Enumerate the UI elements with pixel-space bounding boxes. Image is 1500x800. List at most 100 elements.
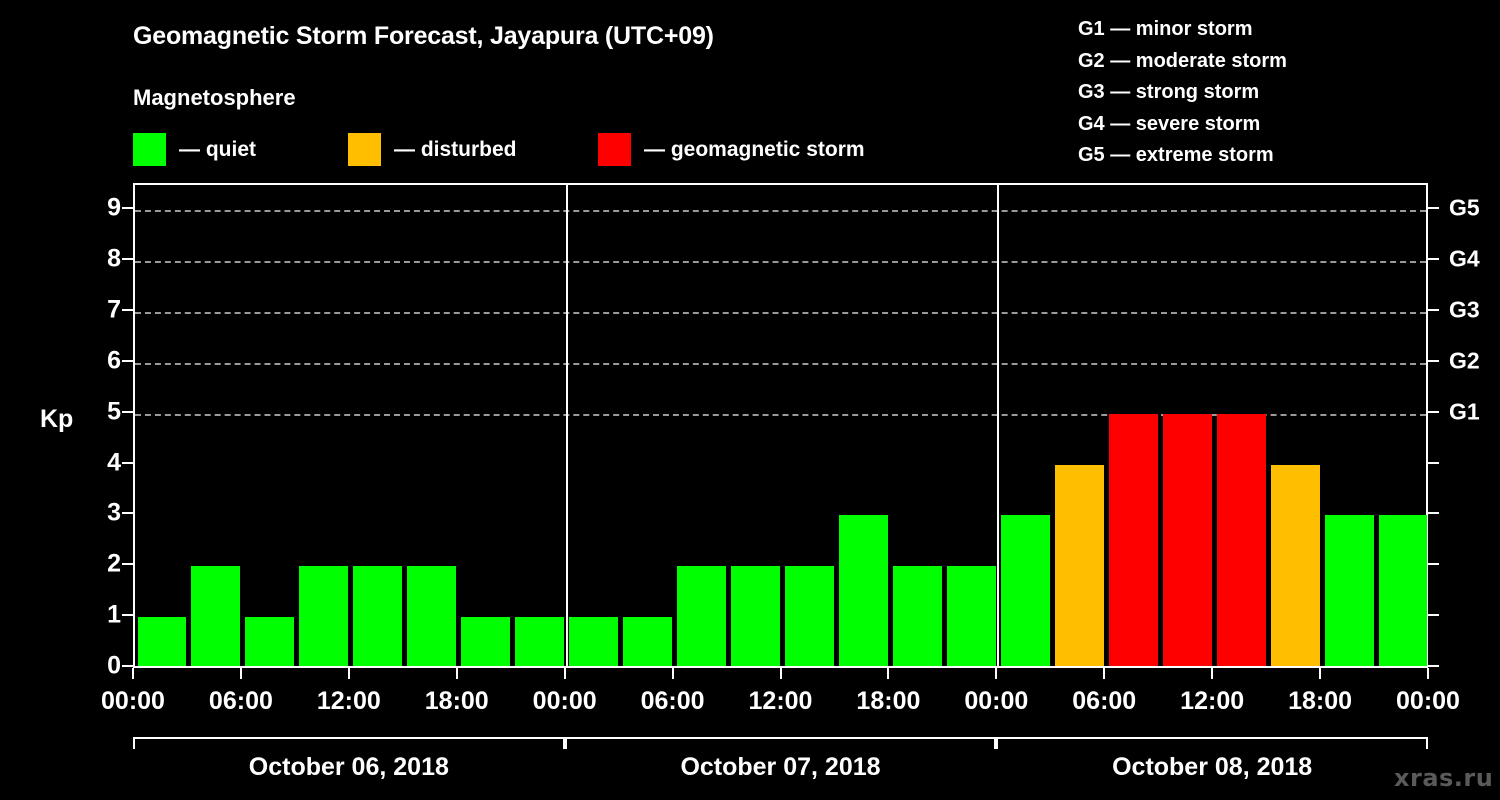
x-tick-label: 06:00 [208,687,273,715]
day-label: October 08, 2018 [1112,753,1313,781]
day-bracket-segment [133,737,565,749]
day-separator [565,185,568,668]
bar [892,566,942,668]
bar [838,515,888,668]
gridline-kp-9 [135,210,1426,213]
bar [1378,515,1428,668]
bar [946,566,996,668]
day-bracket-segment [564,737,997,749]
bar [1108,413,1158,668]
day-separator [997,185,1000,668]
day-bracket [133,737,1428,749]
x-tick-label: 12:00 [1180,687,1245,715]
legend-swatch-disturbed [348,132,381,166]
g-tick-mark-kp-3 [1428,512,1439,515]
x-tick-mark [671,668,674,679]
g-scale-row-2: G2 — moderate storm [1078,49,1287,72]
x-tick-mark [455,668,458,679]
bar [1000,515,1050,668]
x-tick-mark [995,668,998,679]
x-tick-mark [563,668,566,679]
g-tick-mark-kp-6 [1428,359,1439,362]
bar [407,566,457,668]
y-tick-label-4: 4 [107,448,121,477]
bar [245,617,295,668]
g-scale-key: G1 — minor storm G2 — moderate storm G3 — … [1078,14,1498,172]
x-tick-label: 18:00 [856,687,921,715]
bar [677,566,727,668]
g-tick-mark-kp-0 [1428,665,1439,667]
x-tick-label: 00:00 [101,687,165,715]
g-scale-row-3: G3 — strong storm [1078,81,1260,103]
x-tick-label: 06:00 [1072,687,1137,715]
bar [1162,413,1212,668]
y-tick-label-3: 3 [107,498,121,527]
x-tick-mark [1319,668,1322,679]
bar [191,566,241,668]
x-tick-label: 06:00 [640,687,705,715]
legend-item-disturbed: — disturbed [348,132,517,166]
legend-item-geomagnetic-storm: — geomagnetic storm [598,132,865,166]
y-axis-label: Kp [40,405,74,433]
x-axis-baseline [133,666,1428,668]
gridline-kp-6 [135,362,1426,365]
bar [623,617,673,668]
bar [1216,413,1266,668]
y-tick-label-8: 8 [107,244,121,273]
x-tick-mark [132,668,134,679]
y-tick-mark-3 [122,512,133,515]
x-tick-label: 00:00 [964,687,1029,715]
legend-label-geomagnetic-storm: — geomagnetic storm [644,137,865,161]
y-tick-label-2: 2 [107,549,121,578]
x-tick-mark [1211,668,1214,679]
y-tick-mark-7 [122,309,133,312]
x-tick-mark [347,668,350,679]
y-tick-label-1: 1 [107,600,121,629]
watermark: xras.ru [1394,764,1494,792]
bar [1054,464,1104,668]
g-tick-label-G5: G5 [1449,194,1480,221]
y-tick-mark-2 [122,563,133,566]
y-tick-label-6: 6 [107,346,121,375]
bar [731,566,780,668]
y-tick-mark-6 [122,359,133,362]
g-tick-mark-kp-7 [1428,309,1439,312]
bar [785,566,834,668]
bar [1324,515,1374,668]
y-tick-mark-1 [122,614,133,617]
g-scale-row-5: G5 — extreme storm [1078,144,1274,166]
plot-area [135,185,1428,668]
g-tick-mark-kp-2 [1428,563,1439,566]
x-tick-mark [239,668,242,679]
g-scale-row-4: G4 — severe storm [1078,112,1261,135]
y-tick-mark-5 [122,410,133,413]
x-tick-label: 18:00 [424,687,489,715]
g-tick-mark-kp-1 [1428,614,1439,617]
y-tick-mark-4 [122,461,133,464]
g-tick-mark-kp-5 [1428,410,1439,413]
bar [299,566,349,668]
y-tick-mark-8 [122,258,133,261]
bar [1270,464,1320,668]
g-tick-mark-kp-9 [1428,207,1439,210]
gridline-kp-8 [135,261,1426,264]
g-tick-mark-kp-4 [1428,461,1439,464]
magnetosphere-label: Magnetosphere [133,85,296,110]
plot-frame [133,183,1428,668]
day-label: October 07, 2018 [680,753,881,781]
bar [515,617,565,668]
g-tick-label-G4: G4 [1449,245,1480,272]
legend-label-quiet: — quiet [179,137,256,161]
legend-item-quiet: — quiet [133,132,256,166]
x-tick-mark [779,668,782,679]
y-tick-label-7: 7 [107,295,121,324]
bar [569,617,619,668]
legend-swatch-quiet [133,132,166,166]
g-scale-row-1: G1 — minor storm [1078,18,1253,40]
legend-swatch-geomagnetic-storm [598,132,631,166]
bar [137,617,187,668]
bar [353,566,403,668]
x-tick-mark [1427,668,1429,679]
y-tick-label-0: 0 [107,651,121,680]
g-tick-label-G2: G2 [1449,347,1480,374]
